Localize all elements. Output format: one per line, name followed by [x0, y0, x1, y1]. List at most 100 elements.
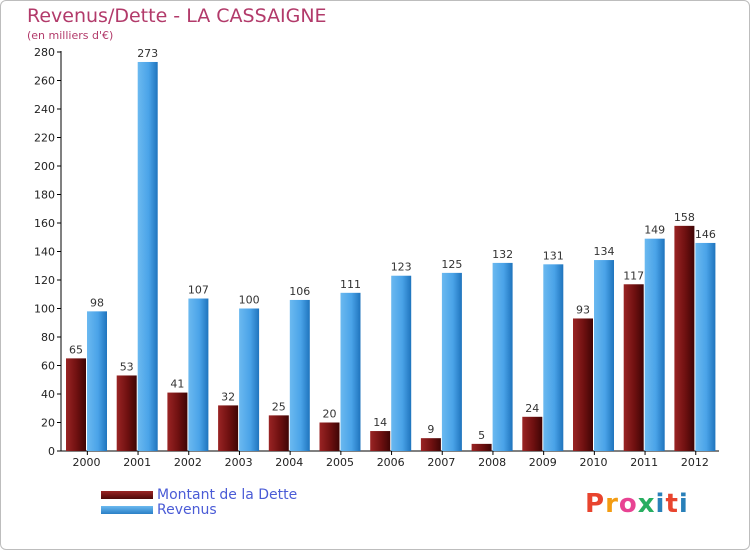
bar-dette: [167, 392, 188, 451]
bar-dette: [573, 318, 593, 451]
y-tick-label: 220: [34, 132, 55, 145]
bar-revenus: [695, 242, 716, 451]
bar-revenus: [340, 292, 361, 451]
bar-dette: [116, 375, 137, 451]
x-tick-label: 2003: [225, 456, 253, 469]
data-label-revenus: 100: [239, 294, 260, 307]
x-tick-label: 2007: [427, 456, 455, 469]
bar-dette: [674, 225, 695, 451]
x-tick-label: 2011: [630, 456, 658, 469]
logo-letter: t: [665, 489, 679, 519]
logo-letter: o: [618, 489, 638, 519]
data-label-dette: 65: [69, 343, 83, 356]
legend-swatch-revenus: [101, 506, 153, 514]
data-label-revenus: 146: [695, 228, 716, 241]
x-tick-label: 2012: [681, 456, 709, 469]
data-label-revenus: 125: [441, 258, 462, 271]
y-tick-label: 280: [34, 46, 55, 59]
logo-letter: x: [637, 489, 656, 519]
data-label-dette: 93: [576, 303, 590, 316]
data-label-dette: 14: [373, 416, 387, 429]
data-label-dette: 53: [120, 360, 134, 373]
y-tick-label: 260: [34, 75, 55, 88]
y-tick-label: 200: [34, 160, 55, 173]
legend-item-revenus: Revenus: [101, 503, 217, 517]
x-tick-label: 2005: [326, 456, 354, 469]
proxiti-logo: Proxiti: [585, 489, 689, 519]
x-tick-label: 2004: [275, 456, 303, 469]
logo-letter: i: [678, 489, 689, 519]
x-tick-label: 2008: [478, 456, 506, 469]
y-tick-label: 80: [41, 331, 55, 344]
axes: 0204060801001201401601802002202402602802…: [34, 46, 719, 469]
y-tick-label: 140: [34, 246, 55, 259]
bar-revenus: [543, 264, 564, 451]
legend-item-debt: Montant de la Dette: [101, 488, 297, 502]
bar-dette: [319, 422, 340, 451]
bar-dette: [218, 405, 239, 451]
x-tick-label: 2001: [123, 456, 151, 469]
y-tick-label: 20: [41, 417, 55, 430]
y-tick-label: 40: [41, 388, 55, 401]
data-label-dette: 24: [525, 402, 539, 415]
bar-dette: [66, 358, 86, 451]
y-tick-label: 0: [48, 445, 55, 458]
data-label-revenus: 134: [594, 245, 615, 258]
data-labels: 65 98 53 273 41 107 32 100 25 106 20 111 14 123 9 125 5 1…: [69, 47, 716, 442]
bar-revenus: [644, 238, 665, 451]
x-tick-label: 2002: [174, 456, 202, 469]
logo-letter: P: [585, 489, 606, 519]
data-label-revenus: 106: [289, 285, 310, 298]
bar-dette: [370, 431, 391, 451]
y-tick-label: 240: [34, 103, 55, 116]
data-label-dette: 32: [221, 390, 235, 403]
data-label-revenus: 111: [340, 278, 361, 291]
data-label-dette: 25: [272, 400, 286, 413]
data-label-dette: 5: [478, 429, 485, 442]
data-label-revenus: 149: [644, 224, 665, 237]
x-tick-label: 2000: [73, 456, 101, 469]
bar-revenus: [289, 299, 310, 451]
data-label-revenus: 123: [391, 261, 412, 274]
y-tick-label: 180: [34, 189, 55, 202]
chart-subtitle: (en milliers d'€): [27, 29, 114, 42]
data-label-dette: 9: [427, 423, 434, 436]
bar-revenus: [441, 272, 462, 451]
bar-dette: [623, 284, 644, 451]
data-label-revenus: 132: [492, 248, 513, 261]
bar-revenus: [87, 311, 107, 451]
data-label-dette: 158: [674, 211, 695, 224]
bar-revenus: [137, 61, 158, 451]
y-tick-label: 120: [34, 274, 55, 287]
bar-dette: [268, 415, 289, 451]
bar-revenus: [239, 308, 260, 451]
bar-revenus: [188, 298, 209, 451]
logo-letter: i: [655, 489, 666, 519]
chart-title: Revenus/Dette - LA CASSAIGNE: [27, 5, 327, 27]
bar-dette: [522, 416, 543, 451]
data-label-dette: 41: [170, 378, 184, 391]
data-label-revenus: 107: [188, 284, 209, 297]
legend-label-debt: Montant de la Dette: [157, 487, 298, 503]
x-tick-label: 2006: [377, 456, 405, 469]
y-tick-label: 60: [41, 360, 55, 373]
bar-dette: [471, 443, 492, 451]
y-tick-label: 100: [34, 303, 55, 316]
data-label-dette: 20: [323, 408, 337, 421]
data-label-revenus: 273: [137, 47, 158, 60]
legend-swatch-debt: [101, 491, 153, 499]
bars: [66, 61, 716, 451]
data-label-dette: 117: [623, 269, 644, 282]
bar-revenus: [492, 262, 513, 451]
bar-revenus: [594, 260, 614, 451]
bar-revenus: [391, 275, 412, 451]
data-label-revenus: 98: [90, 296, 104, 309]
x-tick-label: 2009: [529, 456, 557, 469]
logo-letter: r: [605, 489, 619, 519]
y-tick-label: 160: [34, 217, 55, 230]
x-tick-label: 2010: [580, 456, 608, 469]
data-label-revenus: 131: [543, 249, 564, 262]
legend-label-revenus: Revenus: [157, 502, 217, 518]
